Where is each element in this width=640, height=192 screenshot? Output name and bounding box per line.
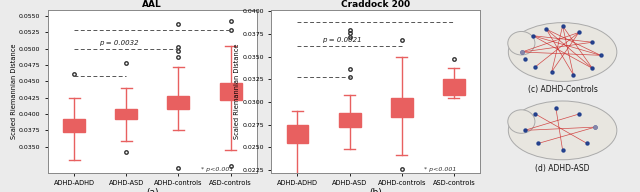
PathPatch shape — [220, 83, 241, 100]
PathPatch shape — [339, 113, 360, 127]
Text: p = 0.0021: p = 0.0021 — [322, 37, 362, 43]
Ellipse shape — [508, 31, 535, 55]
Title: Craddock 200: Craddock 200 — [341, 0, 410, 9]
Title: AAL: AAL — [143, 0, 162, 9]
PathPatch shape — [63, 119, 85, 132]
Ellipse shape — [508, 23, 617, 81]
X-axis label: (b): (b) — [369, 188, 382, 192]
Ellipse shape — [508, 101, 617, 160]
Ellipse shape — [508, 110, 535, 133]
X-axis label: (a): (a) — [146, 188, 159, 192]
Text: * p<0.001: * p<0.001 — [201, 167, 233, 172]
Text: * p<0.001: * p<0.001 — [424, 167, 456, 172]
PathPatch shape — [391, 98, 413, 118]
PathPatch shape — [443, 79, 465, 95]
Text: (d) ADHD-ASD: (d) ADHD-ASD — [535, 164, 590, 173]
Text: p = 0.0032: p = 0.0032 — [99, 40, 138, 46]
Y-axis label: Scaled Riemannian Distance: Scaled Riemannian Distance — [234, 43, 240, 139]
PathPatch shape — [287, 125, 308, 143]
Text: (c) ADHD-Controls: (c) ADHD-Controls — [527, 85, 598, 94]
PathPatch shape — [115, 109, 137, 119]
Y-axis label: Scaled Riemannian Distance: Scaled Riemannian Distance — [11, 43, 17, 139]
PathPatch shape — [168, 96, 189, 109]
